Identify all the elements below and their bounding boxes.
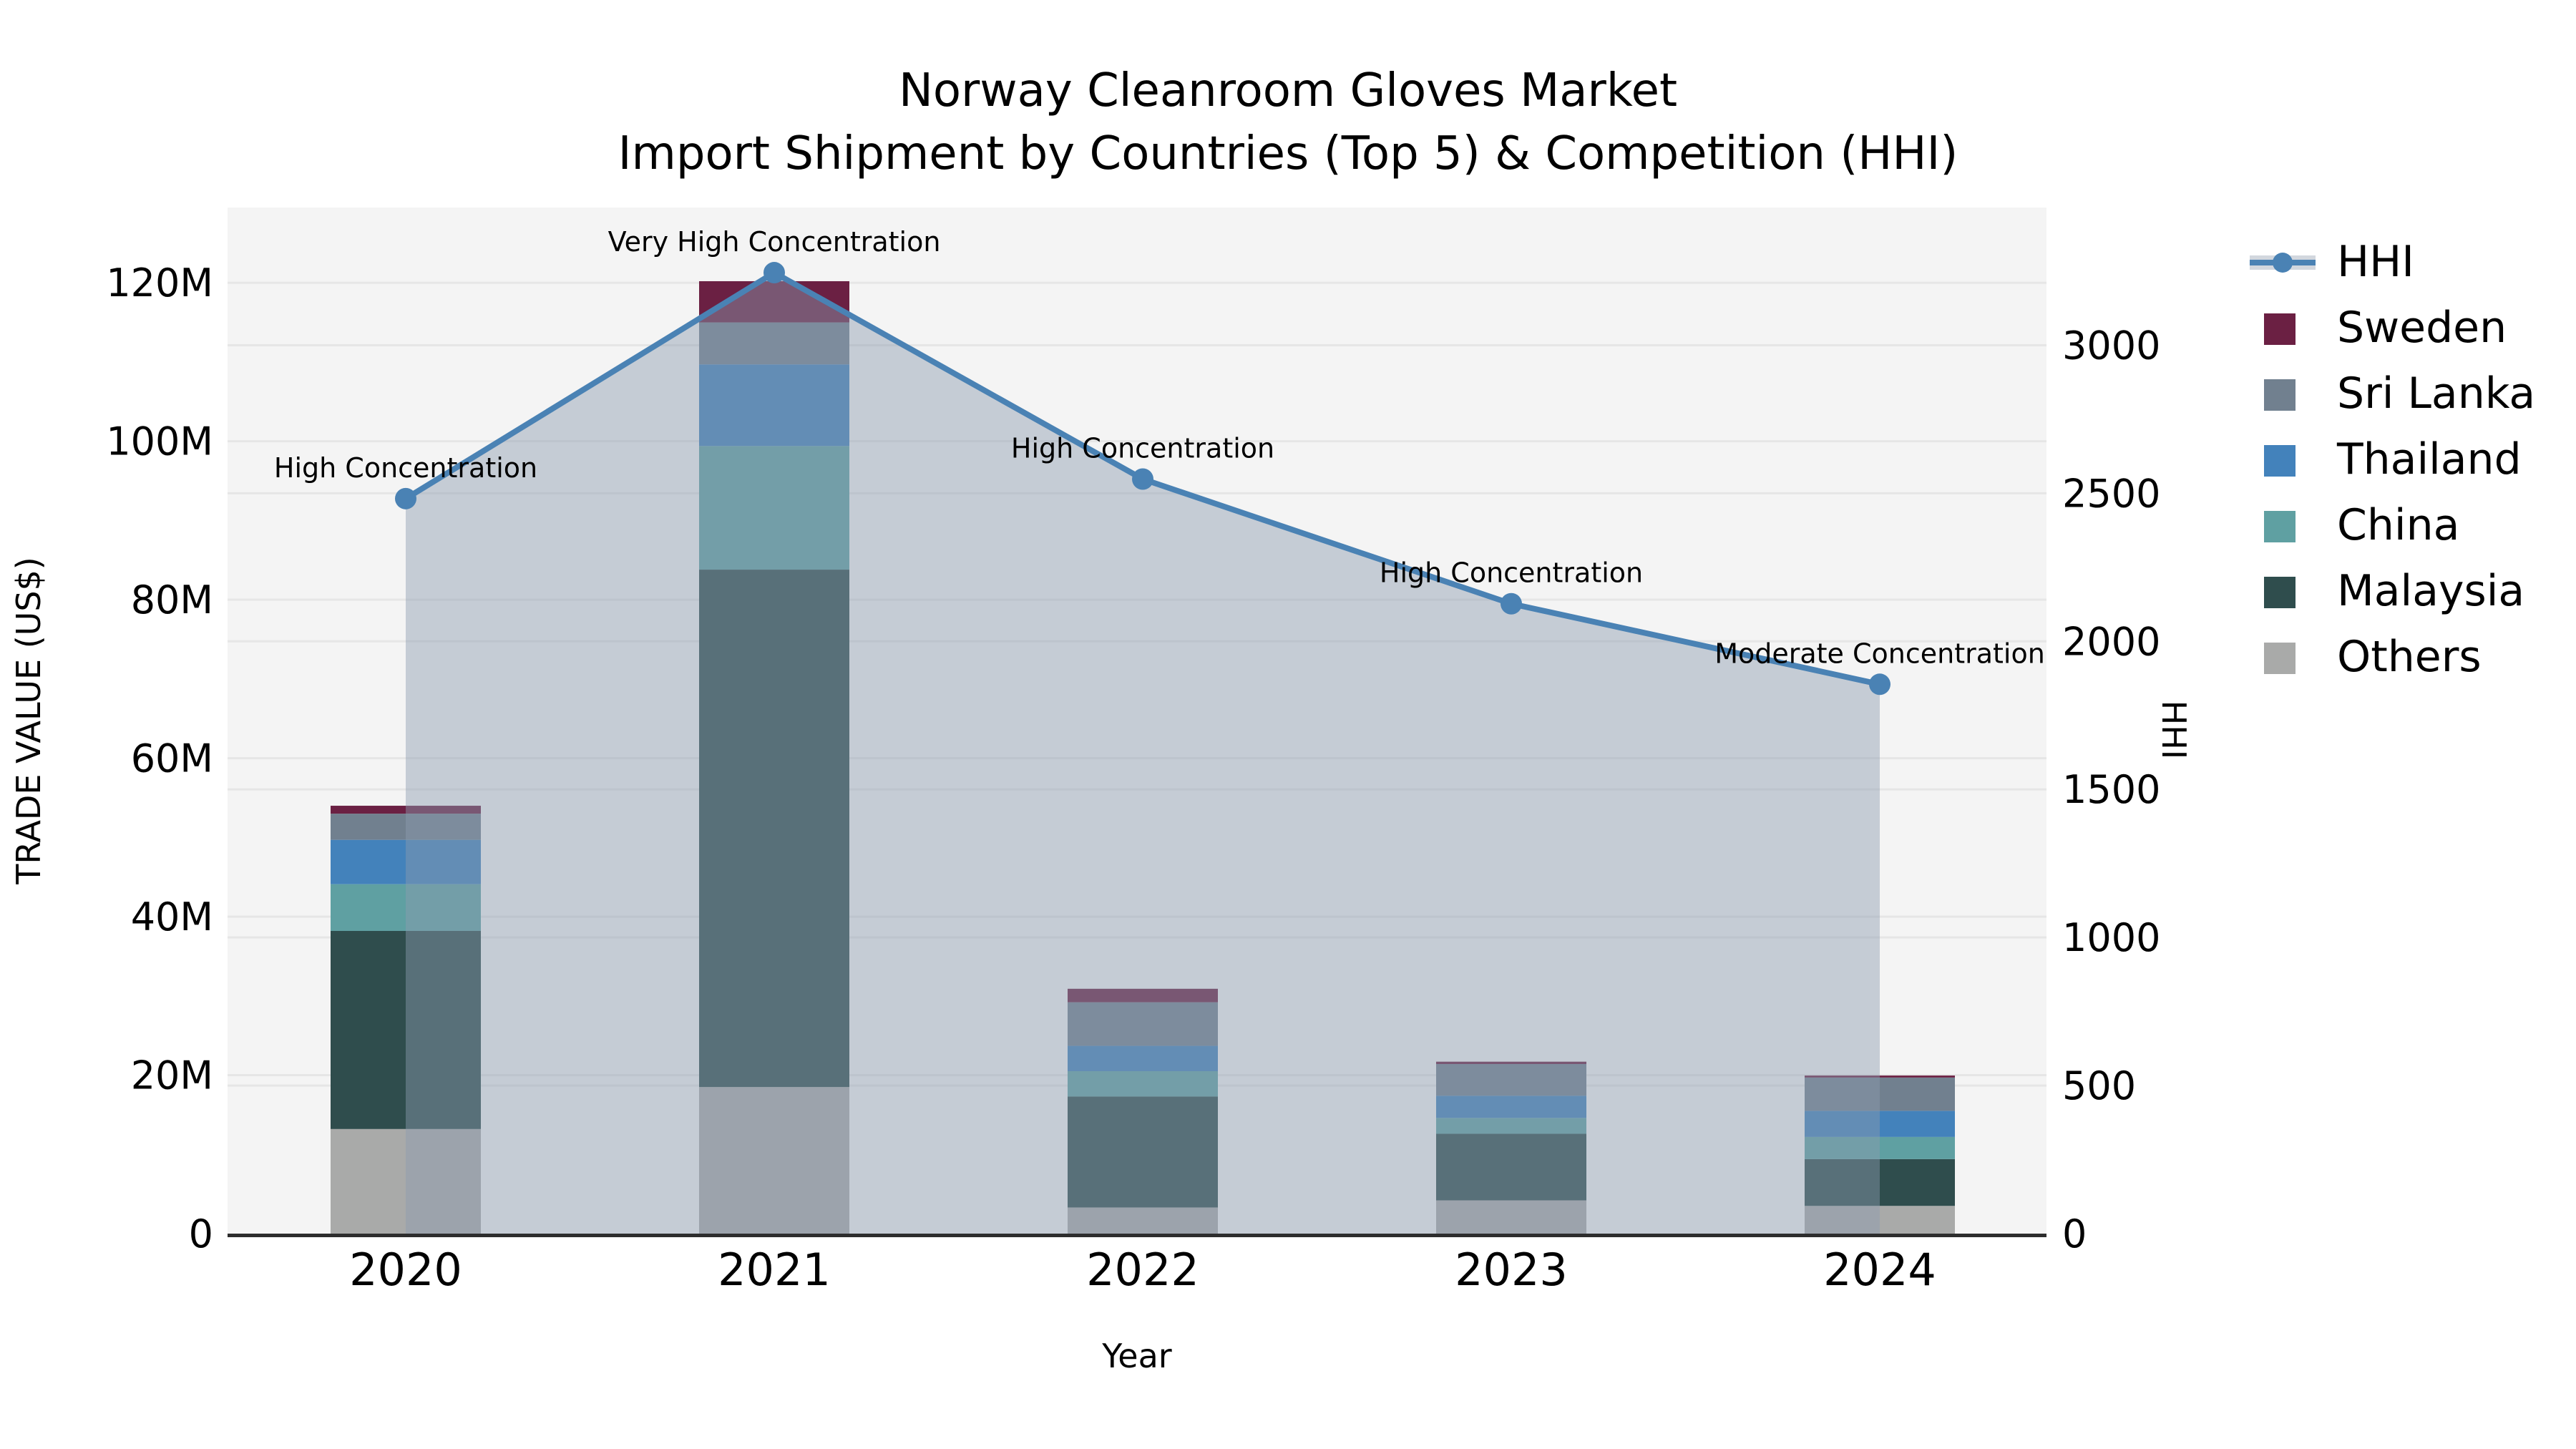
chart-title-line1: Norway Cleanroom Gloves Market — [898, 64, 1678, 117]
x-tick-2024: 2024 — [1823, 1244, 1936, 1296]
y-right-tick-1500: 1500 — [2062, 767, 2160, 812]
bar-segment-thailand-2021[interactable] — [699, 364, 849, 447]
hhi-annotation-2022: High Concentration — [1011, 433, 1274, 464]
bar-segment-others-2020[interactable] — [331, 1128, 481, 1234]
color-swatch — [2264, 577, 2296, 608]
legend-label: Sweden — [2337, 303, 2507, 353]
bar-segment-others-2021[interactable] — [699, 1087, 849, 1234]
bar-segment-others-2023[interactable] — [1436, 1200, 1586, 1234]
bar-segment-others-2022[interactable] — [1068, 1207, 1218, 1234]
bar-segment-sri-lanka-2022[interactable] — [1068, 1002, 1218, 1046]
hhi-annotation-2021: Very High Concentration — [608, 226, 941, 258]
y-right-tick-2500: 2500 — [2062, 471, 2160, 516]
bar-segment-sri-lanka-2023[interactable] — [1436, 1064, 1586, 1096]
bar-segment-sweden-2022[interactable] — [1068, 988, 1218, 1002]
legend-label: Others — [2337, 632, 2482, 682]
bar-segment-china-2022[interactable] — [1068, 1070, 1218, 1097]
hhi-annotation-2023: High Concentration — [1380, 557, 1643, 589]
bar-segment-thailand-2020[interactable] — [331, 839, 481, 884]
y-left-tick-0: 0 — [189, 1211, 213, 1257]
legend-item-china[interactable]: China — [2247, 492, 2535, 558]
y-right-tick-2000: 2000 — [2062, 619, 2160, 664]
bar-segment-sweden-2024[interactable] — [1805, 1075, 1955, 1078]
x-tick-2023: 2023 — [1455, 1244, 1568, 1296]
y-left-tick-120M: 120M — [106, 260, 213, 306]
bar-segment-sweden-2023[interactable] — [1436, 1061, 1586, 1065]
color-swatch — [2264, 313, 2296, 345]
hhi-line-icon — [2247, 245, 2318, 278]
bar-segment-thailand-2024[interactable] — [1805, 1111, 1955, 1137]
hhi-area-fill — [406, 273, 1880, 1234]
thailand-swatch-icon — [2247, 443, 2318, 477]
legend-item-hhi[interactable]: HHI — [2247, 229, 2535, 295]
others-swatch-icon — [2247, 640, 2318, 674]
bar-segment-china-2021[interactable] — [699, 446, 849, 570]
legend-label: Malaysia — [2337, 566, 2525, 616]
x-tick-2022: 2022 — [1086, 1244, 1199, 1296]
hhi-marker-2022[interactable] — [1132, 468, 1153, 490]
y-right-tick-0: 0 — [2062, 1211, 2087, 1257]
legend-item-thailand[interactable]: Thailand — [2247, 426, 2535, 492]
bar-segment-malaysia-2022[interactable] — [1068, 1096, 1218, 1208]
bar-segment-sri-lanka-2024[interactable] — [1805, 1077, 1955, 1111]
hhi-marker-2023[interactable] — [1501, 592, 1522, 615]
y-axis-right-label: HHI — [2155, 700, 2193, 760]
y-left-tick-100M: 100M — [106, 419, 213, 464]
bar-segment-sweden-2020[interactable] — [331, 806, 481, 814]
y-left-tick-20M: 20M — [131, 1053, 213, 1098]
sri-lanka-swatch-icon — [2247, 377, 2318, 411]
bar-segment-malaysia-2020[interactable] — [331, 930, 481, 1129]
color-swatch — [2264, 643, 2296, 674]
bar-segment-china-2024[interactable] — [1805, 1136, 1955, 1159]
legend-label: HHI — [2337, 237, 2414, 287]
legend-item-others[interactable]: Others — [2247, 624, 2535, 690]
x-tick-2020: 2020 — [349, 1244, 462, 1296]
x-axis-line — [228, 1234, 2046, 1237]
color-swatch — [2264, 511, 2296, 542]
bar-segment-china-2023[interactable] — [1436, 1118, 1586, 1134]
y-left-tick-40M: 40M — [131, 894, 213, 940]
x-axis-label: Year — [1102, 1337, 1172, 1375]
y-right-tick-1000: 1000 — [2062, 915, 2160, 960]
chart-title-line2: Import Shipment by Countries (Top 5) & C… — [618, 127, 1958, 180]
bar-segment-sri-lanka-2020[interactable] — [331, 814, 481, 840]
hhi-marker-2024[interactable] — [1869, 673, 1890, 696]
bar-segment-others-2024[interactable] — [1805, 1206, 1955, 1234]
bar-segment-malaysia-2021[interactable] — [699, 570, 849, 1088]
x-tick-2021: 2021 — [718, 1244, 831, 1296]
y-right-tick-500: 500 — [2062, 1063, 2136, 1108]
bar-segment-malaysia-2023[interactable] — [1436, 1133, 1586, 1201]
color-swatch — [2264, 445, 2296, 477]
hhi-marker-2021[interactable] — [763, 262, 785, 284]
y-right-tick-3000: 3000 — [2062, 323, 2160, 368]
legend: HHI Sweden Sri Lanka Thailand China Malaysia O… — [2247, 229, 2535, 690]
sweden-swatch-icon — [2247, 311, 2318, 345]
legend-label: Sri Lanka — [2337, 369, 2536, 419]
legend-label: Thailand — [2337, 434, 2522, 484]
legend-label: China — [2337, 500, 2460, 550]
bar-segment-china-2020[interactable] — [331, 884, 481, 931]
y-left-tick-80M: 80M — [131, 577, 213, 623]
hhi-line-marker-icon — [2273, 253, 2293, 273]
legend-item-malaysia[interactable]: Malaysia — [2247, 558, 2535, 624]
bar-segment-malaysia-2024[interactable] — [1805, 1158, 1955, 1206]
y-axis-left-label: TRADE VALUE (US$) — [9, 557, 48, 884]
bar-segment-thailand-2023[interactable] — [1436, 1096, 1586, 1118]
hhi-marker-2020[interactable] — [395, 487, 416, 509]
legend-item-sri-lanka[interactable]: Sri Lanka — [2247, 361, 2535, 426]
color-swatch — [2264, 379, 2296, 411]
y-left-tick-60M: 60M — [131, 736, 213, 781]
bar-segment-thailand-2022[interactable] — [1068, 1045, 1218, 1071]
china-swatch-icon — [2247, 509, 2318, 542]
legend-item-sweden[interactable]: Sweden — [2247, 295, 2535, 361]
bar-segment-sri-lanka-2021[interactable] — [699, 322, 849, 365]
hhi-annotation-2024: Moderate Concentration — [1714, 638, 2045, 669]
malaysia-swatch-icon — [2247, 575, 2318, 608]
hhi-annotation-2020: High Concentration — [274, 452, 537, 484]
